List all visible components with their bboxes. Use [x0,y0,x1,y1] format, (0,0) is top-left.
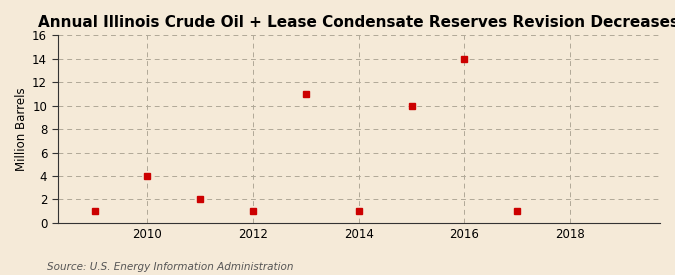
Title: Annual Illinois Crude Oil + Lease Condensate Reserves Revision Decreases: Annual Illinois Crude Oil + Lease Conden… [38,15,675,30]
Y-axis label: Million Barrels: Million Barrels [15,87,28,171]
Text: Source: U.S. Energy Information Administration: Source: U.S. Energy Information Administ… [47,262,294,272]
